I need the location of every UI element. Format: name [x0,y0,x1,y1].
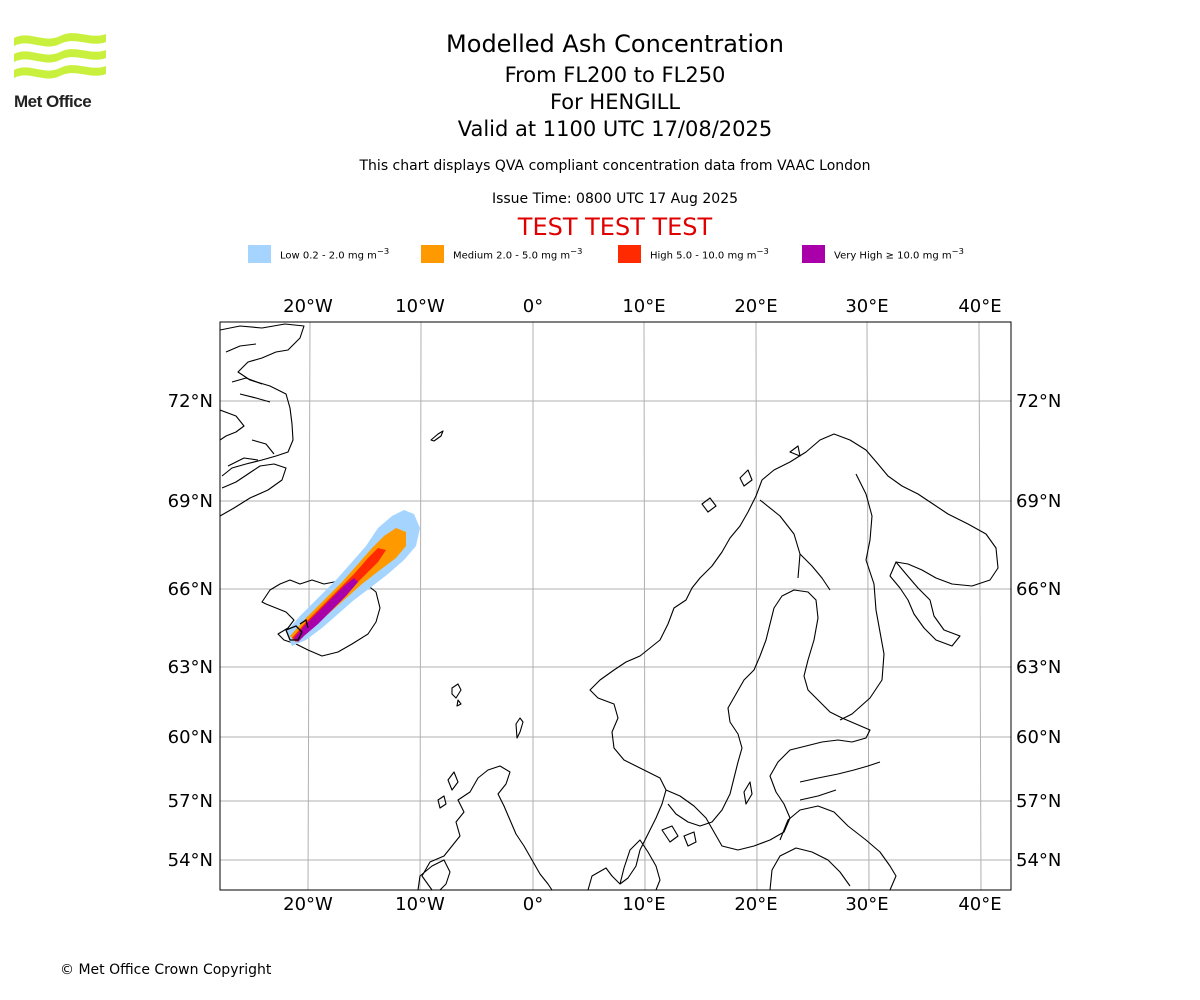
gotland [743,781,753,805]
scotland-coast [421,765,553,890]
legend-swatch-low [248,245,271,263]
chart-title: Modelled Ash Concentration [446,30,784,58]
legend-swatch-medium [421,245,444,263]
lat-label: 66°N [1016,579,1061,600]
greenland-fjords [225,343,275,467]
legend: Low 0.2 - 2.0 mg m−3 Medium 2.0 - 5.0 mg… [0,244,1200,264]
kola-white-sea [889,561,961,647]
lon-label: 10°E [622,296,665,317]
lat-label: 72°N [1016,391,1061,412]
lon-label: 20°W [283,296,333,317]
lat-label: 57°N [1016,791,1061,812]
meridian-10w [419,322,422,890]
gulf-of-finland-south [799,761,881,801]
lon-labels-top: 20°W 10°W 0° 10°E 20°E 30°E 40°E [283,296,1001,317]
legend-swatch-very-high [802,245,825,263]
shetland [515,717,524,739]
lon-label: 0° [523,894,543,915]
lat-label: 54°N [1016,850,1061,871]
legend-item-low: Low 0.2 - 2.0 mg m−3 [248,244,389,264]
legend-item-high: High 5.0 - 10.0 mg m−3 [618,244,769,264]
meridian-40e [978,322,982,890]
lon-label: 30°E [845,894,888,915]
meridian-20e [755,322,758,890]
hengill-source-marker [285,618,309,641]
lat-labels-right: 72°N 69°N 66°N 63°N 60°N 57°N 54°N [1016,391,1061,871]
sweden-finland-border [799,553,831,591]
ireland-coast [417,859,451,890]
legend-label-low: Low 0.2 - 2.0 mg m−3 [280,246,390,262]
scandinavia-coast [587,433,999,890]
lon-label: 20°W [283,894,333,915]
svalbard-islands [701,445,801,513]
valid-time: Valid at 1100 UTC 17/08/2025 [457,117,773,141]
lat-label: 69°N [168,491,213,512]
met-office-logo: Met Office [14,30,106,114]
map-frame [219,321,1012,891]
hebrides [437,771,459,809]
lon-label: 0° [523,296,543,317]
meridian-30e [866,322,870,890]
lat-label: 63°N [1016,657,1061,678]
qva-note: This chart displays QVA compliant concen… [359,158,871,174]
legend-item-medium: Medium 2.0 - 5.0 mg m−3 [421,244,582,264]
legend-label-high: High 5.0 - 10.0 mg m−3 [650,246,769,262]
lat-label: 57°N [168,791,213,812]
logo-text: Met Office [14,92,92,111]
lon-label: 10°W [395,894,445,915]
lon-label: 40°E [958,894,1001,915]
meridian-20w [307,322,311,890]
met-office-waves-icon [14,33,106,79]
denmark [619,825,697,890]
lon-label: 20°E [734,894,777,915]
lat-label: 66°N [168,579,213,600]
baltic-coast [665,589,871,851]
estonia-latvia [769,805,897,890]
lon-label: 10°W [395,296,445,317]
norway-finland-border [759,473,885,721]
lat-label: 69°N [1016,491,1061,512]
volcano-name: For HENGILL [549,90,681,114]
lat-label: 60°N [168,727,213,748]
map-background [220,322,1011,890]
coastlines [220,323,999,890]
faroe-islands [451,683,462,707]
legend-label-medium: Medium 2.0 - 5.0 mg m−3 [453,246,583,262]
meridian-10e [643,322,646,890]
flight-levels: From FL200 to FL250 [504,63,726,87]
iceland-coast [261,575,381,657]
lon-label: 30°E [845,296,888,317]
lon-labels-bottom: 20°W 10°W 0° 10°E 20°E 30°E 40°E [283,894,1001,915]
jan-mayen [430,430,444,442]
ash-plume [286,510,420,646]
lon-label: 40°E [958,296,1001,317]
lat-label: 72°N [168,391,213,412]
ash-very-high-area [294,578,358,642]
lat-label: 54°N [168,850,213,871]
legend-label-very-high: Very High ≥ 10.0 mg m−3 [834,246,964,262]
lon-label: 10°E [622,894,665,915]
test-banner: TEST TEST TEST [517,213,713,241]
graticule [220,322,1011,890]
lat-label: 60°N [1016,727,1061,748]
copyright: © Met Office Crown Copyright [60,962,272,978]
lat-label: 63°N [168,657,213,678]
issue-time: Issue Time: 0800 UTC 17 Aug 2025 [491,191,739,207]
lon-label: 20°E [734,296,777,317]
legend-item-very-high: Very High ≥ 10.0 mg m−3 [802,244,964,264]
lat-labels-left: 72°N 69°N 66°N 63°N 60°N 57°N 54°N [168,391,213,871]
legend-swatch-high [618,245,641,263]
